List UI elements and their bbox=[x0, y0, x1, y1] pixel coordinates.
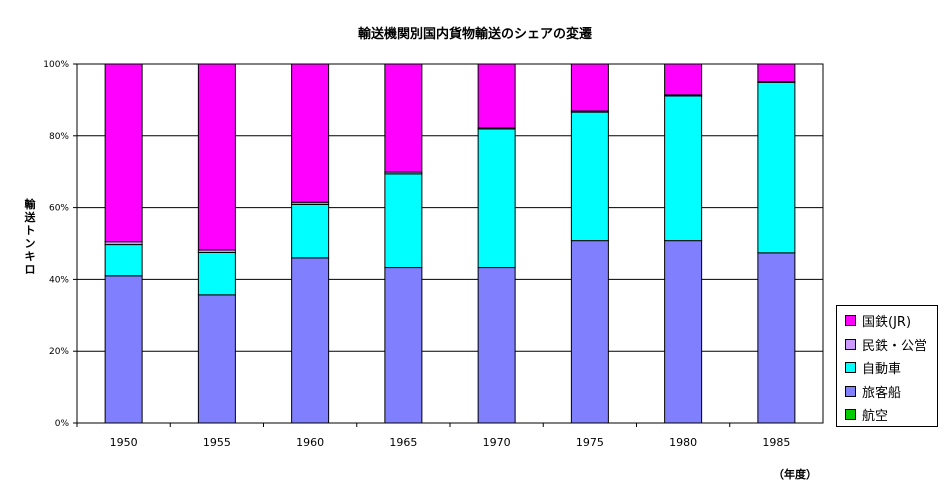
y-axis-ticks: 0% 20% 40% 60% 80% 100% bbox=[43, 60, 77, 429]
y-tick-label: 80% bbox=[49, 132, 69, 142]
bar-segment bbox=[664, 240, 703, 424]
x-category-label: 1955 bbox=[203, 436, 231, 449]
bar-segment bbox=[757, 63, 796, 83]
y-tick-label: 0% bbox=[55, 419, 70, 429]
chart-title: 輸送機関別国内貨物輸送のシェアの変遷 bbox=[358, 26, 592, 42]
bar-segment bbox=[104, 275, 143, 424]
bar-segment bbox=[197, 63, 236, 251]
legend-swatch bbox=[845, 385, 856, 397]
bar-segment bbox=[291, 63, 330, 203]
bar-segment bbox=[384, 173, 423, 269]
legend-item: 航空 bbox=[845, 403, 937, 427]
legend-label: 航空 bbox=[862, 409, 889, 425]
x-category-label: 1965 bbox=[389, 436, 417, 449]
y-tick-label: 40% bbox=[49, 275, 69, 285]
legend-swatch bbox=[845, 409, 856, 421]
x-category-label: 1975 bbox=[576, 436, 604, 449]
x-category-label: 1950 bbox=[110, 436, 138, 449]
bar-segment bbox=[197, 294, 236, 424]
bar-segment bbox=[570, 63, 609, 112]
legend-label: 旅客船 bbox=[862, 385, 902, 401]
bar-segment bbox=[197, 251, 236, 296]
x-category-label: 1960 bbox=[296, 436, 324, 449]
legend: 国鉄(JR) 民鉄・公営自動車旅客船航空 bbox=[836, 305, 938, 427]
bars bbox=[104, 63, 796, 424]
y-axis-label: 輸送トンキロ bbox=[24, 198, 36, 276]
bar-segment bbox=[570, 240, 609, 424]
bar-segment bbox=[757, 252, 796, 424]
legend-swatch bbox=[845, 315, 856, 327]
legend-item: 民鉄・公営 bbox=[845, 333, 937, 357]
legend-item: 自動車 bbox=[845, 356, 937, 380]
legend-item: 旅客船 bbox=[845, 380, 937, 404]
bar-segment bbox=[384, 267, 423, 424]
bar-segment bbox=[477, 63, 516, 129]
bar-segment bbox=[104, 63, 143, 243]
x-axis-categories: 1950 1955 1960 1965 1970 1975 1980 1985 bbox=[76, 423, 790, 449]
legend-label: 民鉄・公営 bbox=[862, 338, 928, 354]
bar-segment bbox=[757, 81, 796, 254]
y-tick-label: 60% bbox=[49, 204, 69, 214]
x-category-label: 1980 bbox=[669, 436, 697, 449]
x-axis-unit: （年度） bbox=[773, 468, 817, 481]
legend-swatch bbox=[845, 362, 856, 374]
bar-segment bbox=[384, 63, 423, 173]
y-tick-label: 100% bbox=[43, 60, 69, 70]
bar-segment bbox=[664, 95, 703, 242]
bar-segment bbox=[664, 63, 703, 96]
bar-segment bbox=[104, 244, 143, 277]
bar-segment bbox=[291, 203, 330, 259]
x-category-label: 1970 bbox=[483, 436, 511, 449]
y-tick-label: 20% bbox=[49, 347, 69, 357]
x-category-label: 1985 bbox=[762, 436, 790, 449]
bar-segment bbox=[570, 111, 609, 242]
bar-segment bbox=[477, 267, 516, 424]
legend-label: 自動車 bbox=[862, 362, 902, 378]
legend-label: 国鉄(JR) bbox=[862, 315, 912, 331]
plot-area bbox=[76, 63, 824, 424]
legend-item: 国鉄(JR) bbox=[845, 309, 937, 333]
bar-segment bbox=[477, 128, 516, 269]
legend-swatch bbox=[845, 338, 856, 350]
bar-segment bbox=[291, 257, 330, 424]
